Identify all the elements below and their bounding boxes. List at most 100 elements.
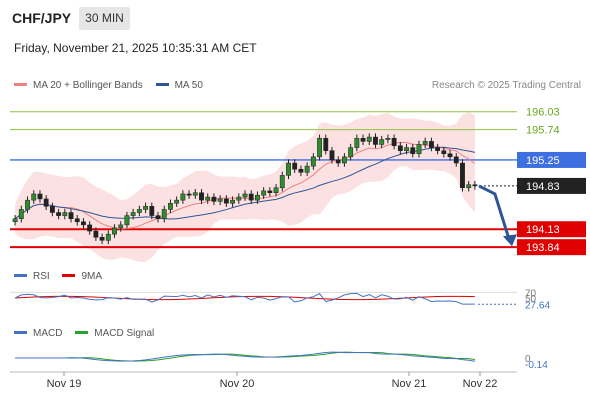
candle-body: [422, 141, 428, 145]
candle-body: [56, 212, 62, 216]
rsi-line: [14, 292, 475, 305]
support-label-5: 193.84: [526, 242, 560, 254]
candle-body: [354, 138, 360, 148]
x-label-2: Nov 21: [392, 378, 427, 390]
candle-body: [217, 198, 223, 202]
candle-body: [286, 162, 291, 176]
candle-body: [25, 199, 30, 210]
candle-body: [124, 215, 130, 226]
legend-rsi-label: RSI: [33, 271, 50, 282]
rsi-swatch: [14, 273, 27, 277]
candle-body: [105, 233, 111, 241]
candle-body: [410, 147, 416, 155]
candle-body: [161, 209, 167, 219]
legend-signal-label: MACD Signal: [94, 328, 155, 339]
candle-body: [279, 175, 285, 189]
macd-signal-swatch: [75, 330, 89, 334]
candle-body: [466, 184, 472, 189]
candle-body: [428, 141, 434, 148]
candle-body: [435, 147, 441, 151]
candle-body: [447, 153, 453, 158]
candle-body: [230, 199, 235, 204]
x-label-0: Nov 19: [47, 378, 82, 390]
candle-body: [360, 138, 366, 142]
last-price-badge: [517, 177, 586, 194]
forecast-arrowhead: [503, 234, 517, 247]
candle-body: [379, 139, 385, 145]
support-badge-5: [517, 239, 586, 256]
chart-datetime: Friday, November 21, 2025 10:35:31 AM CE…: [14, 41, 257, 55]
candle-body: [323, 138, 329, 151]
candle-body: [168, 202, 173, 210]
pivot-label: 195.25: [526, 155, 560, 167]
candle-body: [273, 187, 279, 193]
candle-body: [74, 218, 80, 223]
ma20-swatch: [14, 82, 27, 86]
candle-body: [460, 162, 465, 189]
candle-body: [68, 212, 74, 219]
candle-body: [441, 150, 447, 155]
candle-body: [199, 192, 204, 201]
candle-body: [416, 144, 422, 155]
candle-body: [136, 209, 142, 213]
candle-body: [335, 159, 341, 164]
legend-ma50: MA 50: [155, 80, 203, 91]
support-badge-4: [517, 221, 586, 238]
rsi-legend: RSI 9MA: [14, 271, 112, 282]
candle-body: [18, 209, 24, 219]
candle-body: [348, 147, 354, 158]
candle-body: [385, 138, 391, 140]
candle-body: [12, 218, 18, 223]
candle-body: [292, 162, 298, 170]
candle-body: [174, 199, 180, 204]
legend-ma20-label: MA 20 + Bollinger Bands: [33, 80, 143, 91]
candle-body: [149, 206, 155, 216]
candle-body: [143, 206, 149, 210]
candle-body: [329, 150, 335, 161]
support-label-4: 194.13: [526, 224, 560, 236]
rsi-ma-swatch: [62, 273, 76, 277]
macd-line: [15, 351, 475, 362]
candle-body: [49, 206, 55, 213]
macd-zero-label: 0: [525, 354, 531, 365]
candle-body: [155, 215, 161, 219]
resistance-label-1: 195.74: [526, 125, 560, 137]
last-price-label: 194.83: [526, 181, 560, 193]
candle-body: [180, 193, 186, 201]
legend-macd-label: MACD: [33, 328, 63, 339]
macd-legend: MACD MACD Signal: [14, 328, 164, 339]
candle-body: [298, 168, 304, 173]
candle-body: [93, 230, 99, 238]
candle-body: [31, 193, 37, 201]
candle-body: [205, 196, 211, 201]
candle-body: [261, 190, 267, 196]
legend-ma20: MA 20 + Bollinger Bands: [14, 80, 143, 91]
x-label-3: Nov 22: [463, 378, 498, 390]
candle-body: [397, 145, 403, 151]
candle-body: [37, 193, 43, 200]
price-legend: MA 20 + Bollinger Bands MA 50: [14, 80, 213, 91]
candle-body: [118, 224, 124, 229]
candle-body: [248, 193, 254, 201]
timeframe-button[interactable]: 30 MIN: [79, 7, 130, 30]
candle-body: [236, 196, 242, 201]
candle-body: [130, 212, 136, 216]
candle-body: [317, 138, 322, 158]
candle-body: [112, 227, 117, 235]
candle-body: [186, 193, 192, 196]
candle-body: [453, 156, 459, 164]
candle-body: [310, 156, 316, 167]
legend-ma50-label: MA 50: [174, 80, 203, 91]
bollinger-band: [15, 112, 475, 262]
candle-body: [366, 136, 372, 142]
candle-body: [192, 192, 198, 196]
candle-body: [341, 156, 347, 164]
candle-body: [62, 212, 68, 216]
candle-body: [404, 147, 409, 151]
candle-body: [43, 198, 49, 207]
candle-body: [242, 193, 248, 198]
candle-body: [81, 221, 86, 226]
candle-body: [87, 224, 93, 232]
resistance-label-0: 196.03: [526, 107, 560, 119]
